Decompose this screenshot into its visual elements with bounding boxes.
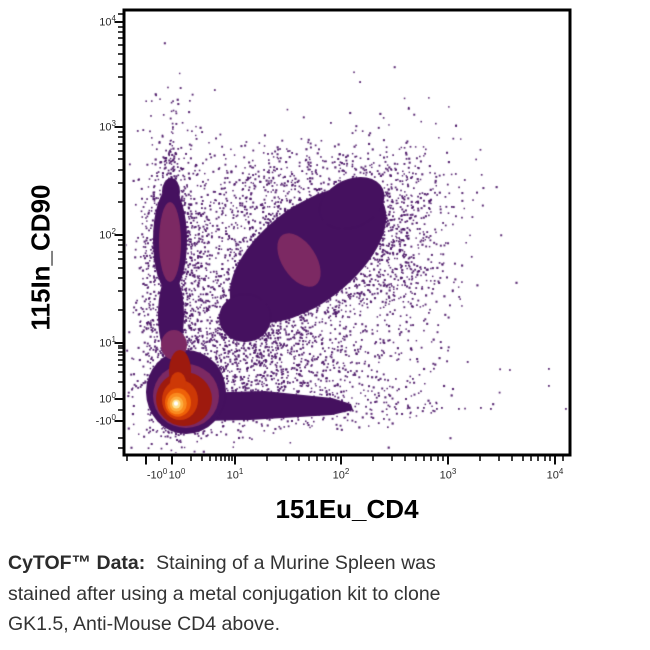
- caption-line-1: CyTOF™ Data: Staining of a Murine Spleen…: [8, 548, 441, 579]
- tick-exponent: 4: [558, 467, 564, 476]
- tick-exponent: 2: [111, 227, 116, 236]
- y-tick-label: 100: [99, 391, 116, 406]
- y-tick-label: 101: [99, 335, 116, 350]
- x-tick-label: 100: [168, 467, 186, 482]
- x-tick-label: 101: [226, 467, 244, 482]
- tick-exponent: 0: [180, 467, 186, 476]
- plot-border: [122, 8, 572, 457]
- y-axis-label: 115In_CD90: [25, 184, 56, 330]
- y-axis-label-wrap: 115In_CD90: [10, 72, 72, 442]
- x-tick-label: 104: [546, 467, 564, 482]
- tick-exponent: 0: [111, 391, 116, 400]
- caption-line-2: stained after using a metal conjugation …: [8, 582, 441, 605]
- caption-line-3: GK1.5, Anti-Mouse CD4 above.: [8, 613, 281, 635]
- tick-exponent: 4: [111, 14, 116, 23]
- y-tick-label: 102: [99, 227, 116, 242]
- tick-exponent: 1: [111, 335, 116, 344]
- caption-line-1-rest: Staining of a Murine Spleen was: [145, 552, 436, 574]
- x-tick-label: 103: [439, 467, 457, 482]
- y-tick-label: 103: [99, 119, 116, 134]
- tick-exponent: 3: [111, 119, 116, 128]
- x-tick-label: 102: [332, 467, 350, 482]
- x-axis-label: 151Eu_CD4: [275, 494, 419, 524]
- caption-lead: CyTOF™ Data:: [8, 552, 146, 574]
- tick-exponent: 2: [344, 467, 350, 476]
- tick-exponent: 0: [162, 467, 168, 476]
- y-tick-label: -100: [95, 413, 116, 428]
- x-tick-label: -100: [146, 467, 168, 482]
- tick-exponent: 3: [451, 467, 457, 476]
- figure-caption: CyTOF™ Data: Staining of a Murine Spleen…: [8, 548, 441, 640]
- tick-exponent: 1: [238, 467, 244, 476]
- tick-exponent: 0: [111, 413, 116, 422]
- y-tick-label: 104: [99, 14, 116, 29]
